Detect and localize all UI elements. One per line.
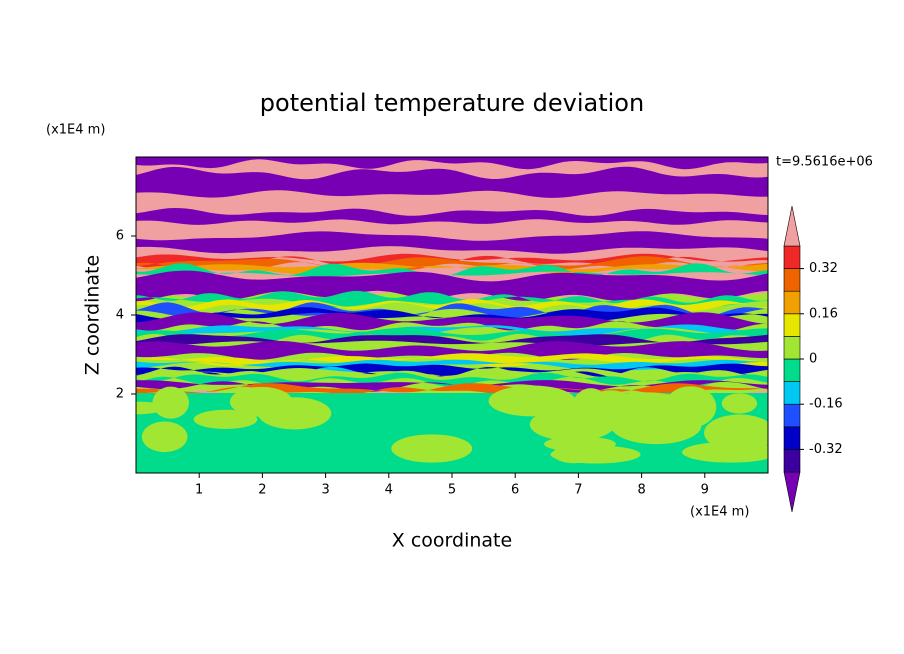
contour-blob xyxy=(488,385,576,417)
x-unit: (x1E4 m) xyxy=(690,505,749,520)
contour-band xyxy=(136,263,768,277)
contour-band xyxy=(136,270,768,302)
contour-band xyxy=(136,307,768,323)
colorbar: -0.32 -0.16 0 0.16 0.32 xyxy=(783,205,843,513)
colorbar-tick-label: 0.32 xyxy=(809,261,838,276)
y-unit: (x1E4 m) xyxy=(46,123,105,138)
contour-band xyxy=(136,166,768,198)
colorbar-arrow-high xyxy=(783,205,801,247)
contour-band xyxy=(136,262,768,275)
colorbar-box xyxy=(783,426,801,450)
contour-blob xyxy=(610,406,702,445)
contour-band xyxy=(136,256,768,270)
contour-blob xyxy=(550,445,641,464)
contour-band xyxy=(136,157,768,170)
x-axis-label: X coordinate xyxy=(392,530,512,552)
contour-band xyxy=(136,312,768,331)
colorbar-tick-label: 0 xyxy=(809,352,817,367)
y-tick-label: 2 xyxy=(116,387,124,402)
contour-band xyxy=(136,380,768,393)
x-tick-label: 8 xyxy=(637,483,645,498)
contour-band xyxy=(136,359,768,372)
x-tick-label: 6 xyxy=(511,483,519,498)
contour-blob xyxy=(391,434,473,463)
colorbar-box xyxy=(783,268,801,292)
contour-band xyxy=(136,231,768,254)
contour-band xyxy=(136,341,768,360)
x-tick-label: 3 xyxy=(321,483,329,498)
y-axis-label: Z coordinate xyxy=(82,255,104,375)
contour-band xyxy=(136,208,768,225)
axes: 1 2 3 4 5 6 7 8 9 2 4 6 xyxy=(116,229,709,498)
contour-blob xyxy=(229,386,293,417)
contour-blob xyxy=(141,421,188,453)
contour-blob xyxy=(571,388,611,431)
contour-blob xyxy=(193,409,258,430)
contour-blob xyxy=(152,386,190,419)
x-tick-label: 4 xyxy=(385,483,393,498)
colorbar-box xyxy=(783,290,801,315)
x-tick-label: 2 xyxy=(258,483,266,498)
x-tick-label: 1 xyxy=(195,483,203,498)
colorbar-tick-label: -0.16 xyxy=(809,397,843,412)
contour-blob xyxy=(721,393,758,414)
contour-band xyxy=(136,324,768,338)
colorbar-box xyxy=(783,336,801,360)
y-tick-label: 6 xyxy=(116,229,124,244)
x-tick-label: 9 xyxy=(701,483,709,498)
y-tick-label: 4 xyxy=(116,308,124,323)
time-label: t=9.5616e+06 xyxy=(776,155,873,170)
contour-band xyxy=(136,290,768,308)
contour-band xyxy=(136,368,768,383)
colorbar-box xyxy=(783,403,801,428)
colorbar-tick-label: 0.16 xyxy=(809,306,838,321)
x-tick-label: 5 xyxy=(448,483,456,498)
colorbar-box xyxy=(783,381,801,405)
colorbar-tick-label: -0.32 xyxy=(809,442,843,457)
contour-blob xyxy=(682,441,768,463)
colorbar-box xyxy=(783,358,801,382)
chart-title: potential temperature deviation xyxy=(260,89,644,117)
contour-field xyxy=(136,157,768,473)
colorbar-box xyxy=(783,449,801,473)
colorbar-box xyxy=(783,245,801,269)
colorbar-box xyxy=(783,313,801,337)
x-tick-label: 7 xyxy=(574,483,582,498)
